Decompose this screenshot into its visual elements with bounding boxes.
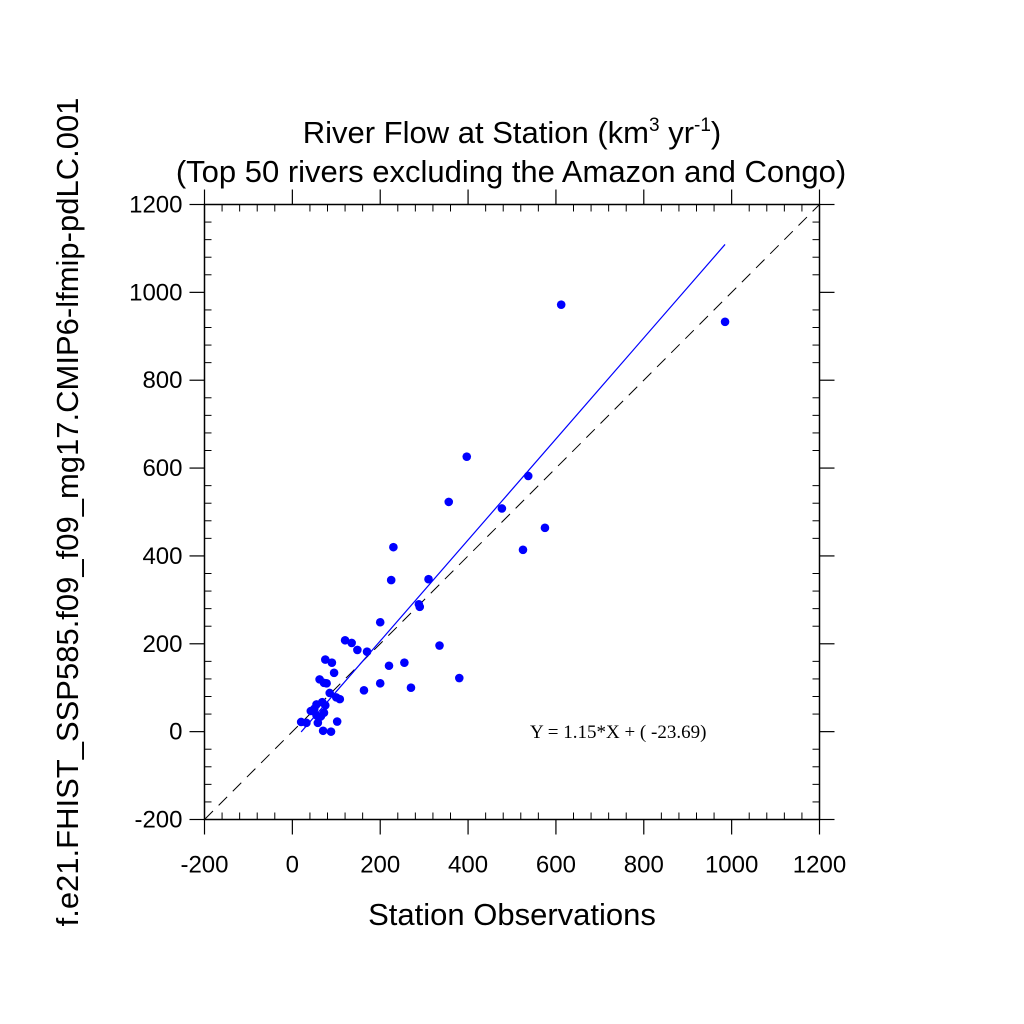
data-point [462,452,472,461]
data-point [497,504,507,513]
y-tick-label: -200 [134,807,182,834]
data-point [313,718,323,728]
chart-subtitle: (Top 50 rivers excluding the Amazon and … [176,154,846,189]
x-tick-label: -200 [180,852,228,879]
data-point [347,638,356,648]
data-point [400,658,409,667]
data-point [340,635,350,645]
y-tick-label: 1200 [129,192,182,219]
x-tick-label: 1000 [705,852,758,879]
y-tick-label: 600 [142,455,182,482]
x-tick-label: 0 [286,852,299,879]
data-point [326,727,336,736]
y-axis-label: f.e21.FHIST_SSP585.f09_f09_mg17.CMIP6-lf… [50,98,85,927]
data-point [318,726,328,736]
x-tick-label: 1200 [793,852,846,879]
data-point [375,617,385,627]
y-tick-label: 1000 [129,279,182,306]
data-point [321,655,330,664]
y-tick-label: 800 [142,367,182,394]
fit-layer [300,244,726,733]
x-tick-label: 600 [536,852,576,879]
reference-layer [204,204,820,820]
y-tick-labels: -200 0 200 400 600 800 1000 1200 [129,192,182,834]
x-tick-labels: -200 0 200 400 600 800 1000 1200 [180,852,846,879]
data-points [296,300,730,736]
data-point [359,686,369,695]
data-point [362,647,372,656]
data-point [296,717,306,727]
data-point [327,658,337,667]
y-tick-label: 0 [169,719,182,746]
tick-layer [189,189,835,835]
data-point [384,661,394,671]
data-point [556,300,566,309]
y-tick-label: 200 [142,631,182,658]
chart-title: River Flow at Station (km3 yr-1) [303,115,722,150]
data-point [321,700,330,710]
data-point [444,497,454,507]
data-point [332,717,342,726]
data-point [454,673,464,683]
data-point [518,545,528,555]
data-point [415,602,425,612]
data-point [335,694,345,704]
data-point [406,683,416,693]
data-point [386,575,396,585]
data-point [435,641,444,650]
data-point [540,523,550,533]
one-to-one-reference-line [204,204,820,820]
x-tick-label: 200 [360,852,400,879]
data-point [424,574,433,584]
data-point [325,688,334,698]
x-tick-label: 400 [448,852,488,879]
plot-frame [203,203,821,821]
x-axis-label: Station Observations [368,897,656,932]
data-point [353,645,362,655]
data-point [523,471,533,481]
data-point [389,542,398,552]
data-point [720,317,730,327]
x-tick-label: 800 [624,852,664,879]
data-point [310,704,319,714]
data-point [322,679,331,688]
data-point [329,668,339,678]
data-point [375,679,385,688]
regression-equation: Y = 1.15*X + ( -23.69) [530,722,706,743]
y-tick-label: 400 [142,543,182,570]
data-point [316,711,326,721]
regression-fit-line [300,244,726,733]
